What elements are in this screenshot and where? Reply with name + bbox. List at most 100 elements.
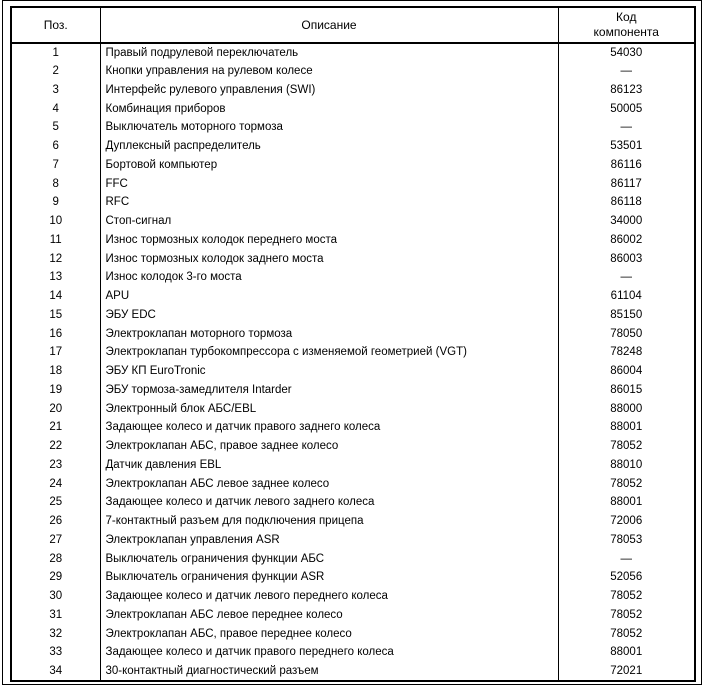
row-component-code: 50005: [557, 99, 696, 118]
table-row: 27 Электроклапан управления ASR 78053: [10, 530, 696, 550]
row-description: Электроклапан АБС, правое заднее колесо: [99, 436, 559, 456]
row-component-code: 88001: [557, 493, 696, 512]
row-component-code: 86117: [557, 174, 696, 193]
row-description: 30-контактный диагностический разъем: [99, 661, 559, 681]
table-row: 32 Электроклапан АБС, правое переднее кол…: [10, 624, 696, 643]
row-description: FFC: [99, 174, 559, 193]
table-row: 6 Дуплексный распределитель 53501: [10, 136, 696, 156]
row-description: Дуплексный распределитель: [99, 136, 559, 156]
row-component-code: 78052: [557, 474, 696, 493]
table-row: 2 Кнопки управления на рулевом колесе —: [10, 61, 696, 81]
row-component-code: 78052: [557, 436, 696, 456]
row-description: Электроклапан управления ASR: [99, 530, 559, 550]
row-description: Электроклапан моторного тормоза: [99, 324, 559, 343]
row-position: 9: [10, 193, 101, 212]
row-component-code: 54030: [557, 43, 696, 62]
table-row: 28 Выключатель ограничения функции АБС —: [10, 549, 696, 568]
row-component-code: 88000: [557, 399, 696, 418]
row-position: 24: [10, 474, 101, 493]
row-position: 18: [10, 361, 101, 381]
table-row: 10 Стоп-сигнал 34000: [10, 211, 696, 231]
row-position: 28: [10, 549, 101, 568]
row-position: 20: [10, 399, 101, 418]
table-row: 16 Электроклапан моторного тормоза 78050: [10, 324, 696, 343]
row-position: 22: [10, 436, 101, 456]
table-row: 3 Интерфейс рулевого управления (SWI) 8612…: [10, 80, 696, 100]
table-row: 25 Задающее колесо и датчик левого заднег…: [10, 493, 696, 512]
components-table: Поз. Описание Код компонента 1 Правый под…: [10, 6, 696, 682]
row-description: Задающее колесо и датчик правого заднего…: [99, 418, 559, 437]
row-position: 33: [10, 643, 101, 662]
row-position: 32: [10, 624, 101, 643]
column-header-code: Код компонента: [557, 6, 696, 44]
row-position: 34: [10, 661, 101, 681]
row-component-code: 78052: [557, 624, 696, 643]
row-component-code: 72006: [557, 511, 696, 531]
row-component-code: 86116: [557, 155, 696, 175]
table-row: 26 7-контактный разъем для подключения пр…: [10, 511, 696, 531]
table-row: 8 FFC 86117: [10, 174, 696, 193]
row-component-code: 61104: [557, 286, 696, 306]
row-position: 17: [10, 343, 101, 362]
row-description: Датчик давления EBL: [99, 455, 559, 475]
row-position: 4: [10, 99, 101, 118]
row-position: 3: [10, 80, 101, 100]
row-description: Интерфейс рулевого управления (SWI): [99, 80, 559, 100]
table-row: 24 Электроклапан АБС левое заднее колесо 7…: [10, 474, 696, 493]
table-row: 14 APU 61104: [10, 286, 696, 306]
row-component-code: 34000: [557, 211, 696, 231]
table-row: 21 Задающее колесо и датчик правого задне…: [10, 418, 696, 437]
row-position: 23: [10, 455, 101, 475]
row-position: 2: [10, 61, 101, 81]
row-description: Стоп-сигнал: [99, 211, 559, 231]
table-row: 19 ЭБУ тормоза-замедлителя Intarder 86015: [10, 380, 696, 400]
row-component-code: 86123: [557, 80, 696, 100]
row-component-code: 78052: [557, 586, 696, 606]
row-description: Электроклапан АБС, правое переднее колес…: [99, 624, 559, 643]
row-component-code: 86118: [557, 193, 696, 212]
row-component-code: —: [557, 61, 696, 81]
row-description: 7-контактный разъем для подключения приц…: [99, 511, 559, 531]
row-component-code: 53501: [557, 136, 696, 156]
row-description: Бортовой компьютер: [99, 155, 559, 175]
row-component-code: —: [557, 118, 696, 137]
table-row: 18 ЭБУ КП EuroTronic 86004: [10, 361, 696, 381]
table-row: 20 Электронный блок АБС/EBL 88000: [10, 399, 696, 418]
row-description: Износ тормозных колодок заднего моста: [99, 249, 559, 268]
row-description: Электроклапан турбокомпрессора с изменяе…: [99, 343, 559, 362]
table-row: 22 Электроклапан АБС, правое заднее колес…: [10, 436, 696, 456]
table-row: 9 RFC 86118: [10, 193, 696, 212]
row-position: 13: [10, 268, 101, 287]
table-row: 11 Износ тормозных колодок переднего мост…: [10, 230, 696, 250]
row-position: 10: [10, 211, 101, 231]
table-row: 15 ЭБУ EDC 85150: [10, 305, 696, 325]
row-component-code: 78050: [557, 324, 696, 343]
row-description: Комбинация приборов: [99, 99, 559, 118]
row-position: 7: [10, 155, 101, 175]
row-description: RFC: [99, 193, 559, 212]
table-row: 17 Электроклапан турбокомпрессора с измен…: [10, 343, 696, 362]
row-position: 27: [10, 530, 101, 550]
row-position: 19: [10, 380, 101, 400]
row-component-code: 88010: [557, 455, 696, 475]
row-position: 26: [10, 511, 101, 531]
row-description: Износ тормозных колодок переднего моста: [99, 230, 559, 250]
row-component-code: 86003: [557, 249, 696, 268]
row-description: Электронный блок АБС/EBL: [99, 399, 559, 418]
row-description: ЭБУ КП EuroTronic: [99, 361, 559, 381]
table-row: 33 Задающее колесо и датчик правого перед…: [10, 643, 696, 662]
row-position: 30: [10, 586, 101, 606]
row-component-code: 78248: [557, 343, 696, 362]
row-position: 29: [10, 568, 101, 587]
row-position: 1: [10, 43, 101, 62]
column-header-code-line1: Код: [616, 10, 637, 24]
row-component-code: 86004: [557, 361, 696, 381]
row-position: 11: [10, 230, 101, 250]
row-position: 21: [10, 418, 101, 437]
table-row: 30 Задающее колесо и датчик левого передн…: [10, 586, 696, 606]
table-row: 31 Электроклапан АБС левое переднее колес…: [10, 605, 696, 625]
row-component-code: 52056: [557, 568, 696, 587]
row-description: Задающее колесо и датчик правого передне…: [99, 643, 559, 662]
row-description: Износ колодок 3-го моста: [99, 268, 559, 287]
